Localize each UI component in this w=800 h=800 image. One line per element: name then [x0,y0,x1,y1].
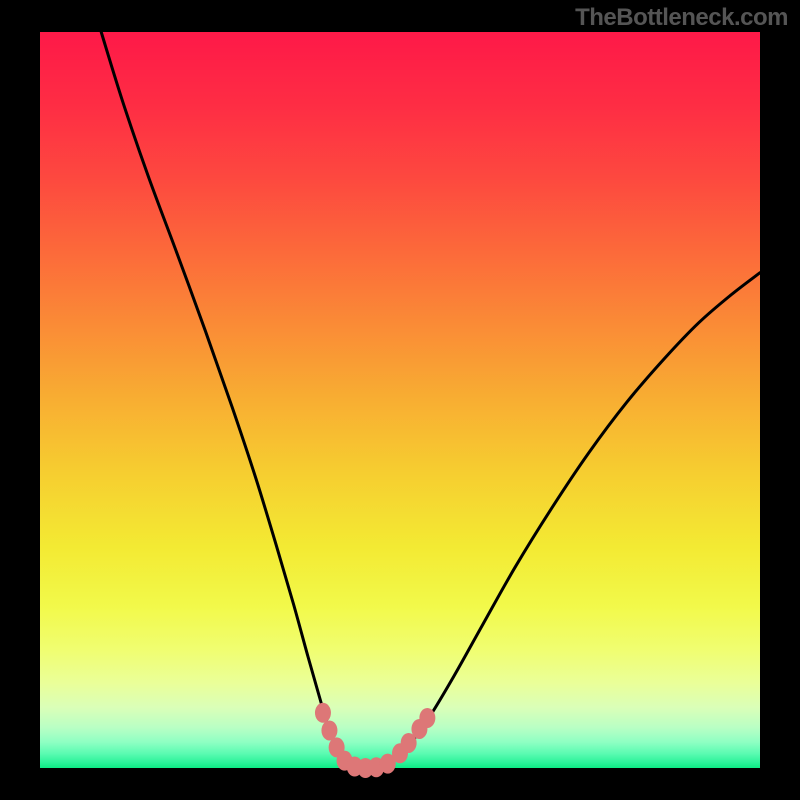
chart-container: TheBottleneck.com [0,0,800,800]
watermark-text: TheBottleneck.com [575,4,788,32]
plot-background [40,32,760,768]
marker-point [321,720,337,740]
bottleneck-chart [0,0,800,800]
marker-point [315,703,331,723]
marker-point [419,708,435,728]
